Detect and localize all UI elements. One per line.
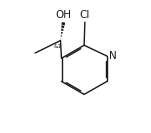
- Text: Cl: Cl: [80, 10, 90, 20]
- Text: OH: OH: [56, 10, 72, 20]
- Text: N: N: [109, 51, 117, 61]
- Text: &1: &1: [53, 44, 61, 49]
